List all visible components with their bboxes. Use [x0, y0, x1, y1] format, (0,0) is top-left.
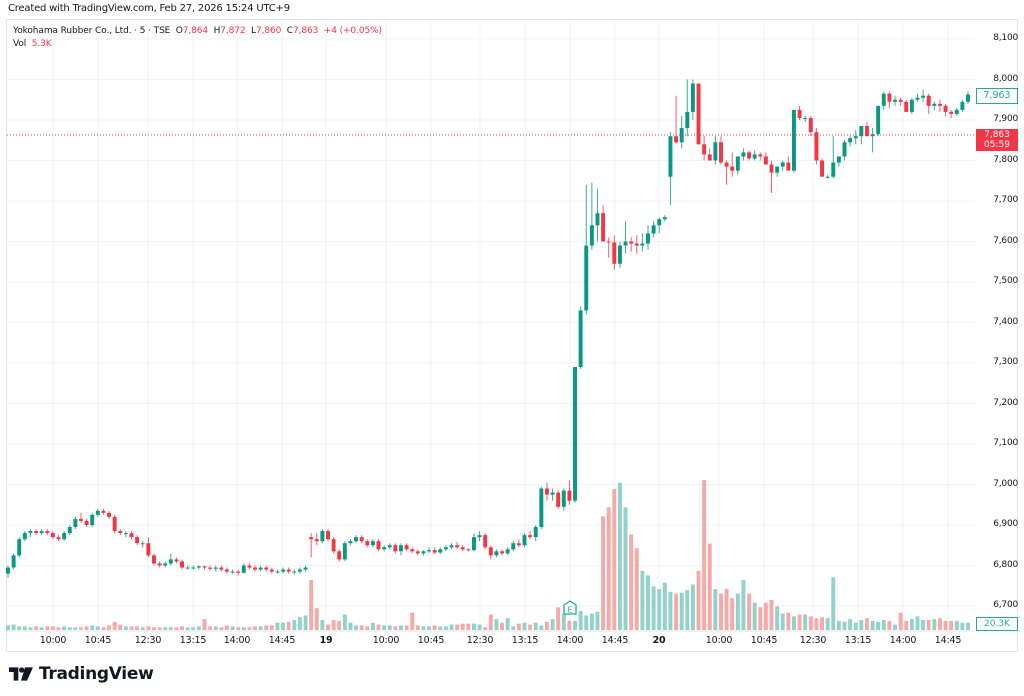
time-axis-label: 10:00 [372, 635, 400, 646]
volume-row: Vol 5.3K [13, 39, 382, 49]
price-axis-label: 7,500 [993, 276, 1018, 286]
time-axis-label: 12:30 [134, 635, 162, 646]
time-axis-label: 20 [652, 635, 666, 646]
change-value: +4 (+0.05%) [323, 26, 382, 36]
ohlc-row: Yokohama Rubber Co., Ltd. · 5 · TSE O7,8… [13, 26, 382, 36]
price-axis-label: 7,300 [993, 357, 1018, 367]
price-axis-label: 7,700 [993, 195, 1018, 205]
time-axis-label: 10:00 [705, 635, 733, 646]
price-axis-label: 7,900 [993, 114, 1018, 124]
chart-legend: Yokohama Rubber Co., Ltd. · 5 · TSE O7,8… [13, 26, 382, 49]
volume-value: 5.3K [31, 39, 52, 49]
time-axis-label: 14:00 [556, 635, 584, 646]
time-axis-label: 19 [319, 635, 333, 646]
price-axis-label: 7,600 [993, 235, 1018, 246]
svg-text:E: E [567, 606, 572, 615]
time-axis-label: 12:30 [466, 635, 494, 646]
time-axis-label: 14:00 [223, 635, 251, 646]
tradingview-logo[interactable]: TradingView [9, 664, 154, 684]
high-value: 7,872 [220, 26, 246, 36]
close-value: 7,863 [292, 26, 319, 36]
brand-name: TradingView [39, 664, 154, 684]
open-value: 7,864 [182, 26, 209, 36]
volume-badge: 20.3K [976, 617, 1018, 631]
price-axis-label: 7,200 [993, 397, 1018, 408]
low-value: 7,860 [255, 26, 282, 36]
price-axis-label: 8,100 [993, 33, 1018, 43]
time-axis-label: 10:45 [417, 635, 445, 646]
symbol-name[interactable]: Yokohama Rubber Co., Ltd. · 5 · TSE [13, 26, 171, 36]
time-axis-label: 13:15 [844, 635, 872, 646]
bar-countdown: 05:59 [984, 140, 1010, 150]
price-axis-label: 7,000 [993, 478, 1018, 489]
earnings-marker-icon[interactable]: E [563, 600, 577, 615]
volume-label: Vol [13, 39, 27, 49]
price-axis-label: 7,400 [993, 316, 1018, 327]
close-label: C [286, 26, 293, 36]
last-price-badge: 7,963 [976, 88, 1018, 104]
tradingview-logo-icon [9, 667, 33, 681]
current-price-value: 7,863 [984, 130, 1010, 140]
price-axis-label: 6,900 [993, 519, 1018, 529]
price-axis-label: 7,100 [993, 438, 1018, 448]
time-axis-label: 14:45 [601, 635, 629, 646]
chart-frame [6, 19, 1018, 652]
current-price-badge: 7,863 05:59 [976, 129, 1018, 151]
high-label: H [213, 26, 221, 36]
time-axis-label: 10:45 [84, 635, 112, 646]
price-axis-label: 8,000 [993, 73, 1018, 84]
price-axis-label: 6,700 [993, 600, 1018, 610]
time-axis-label: 14:45 [934, 635, 962, 646]
time-axis-label: 12:30 [799, 635, 827, 646]
low-label: L [251, 26, 256, 36]
time-axis-label: 14:00 [889, 635, 917, 646]
time-axis-label: 10:00 [39, 635, 67, 646]
time-axis-label: 13:15 [511, 635, 539, 646]
time-axis-label: 14:45 [268, 635, 296, 646]
time-axis-label: 10:45 [750, 635, 778, 646]
price-axis-label: 7,800 [993, 154, 1018, 165]
created-with-text: Created with TradingView.com, Feb 27, 20… [8, 3, 290, 14]
open-label: O [175, 26, 183, 36]
price-axis-label: 6,800 [993, 559, 1018, 570]
time-axis-label: 13:15 [179, 635, 207, 646]
